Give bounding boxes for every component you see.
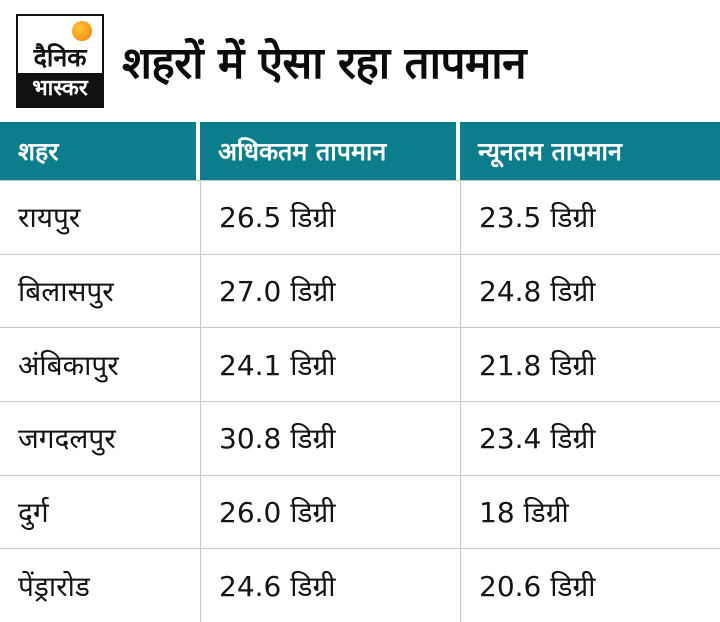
table-body: रायपुर 26.5 डिग्री 23.5 डिग्री बिलासपुर 27.0…: [0, 180, 720, 622]
city-cell: बिलासपुर: [0, 253, 200, 328]
table-header-row: शहर अधिकतम तापमान न्यूनतम तापमान: [0, 122, 720, 180]
max-temp-cell: 24.1 डिग्री: [200, 327, 460, 402]
logo-text-bhaskar: भास्कर: [18, 72, 102, 106]
max-temp-cell: 26.0 डिग्री: [200, 474, 460, 549]
masthead: दैनिक भास्कर शहरों में ऐसा रहा तापमान: [0, 0, 720, 122]
min-temp-cell: 18 डिग्री: [460, 474, 720, 549]
city-cell: रायपुर: [0, 180, 200, 254]
city-cell: अंबिकापुर: [0, 327, 200, 402]
page-title: शहरों में ऐसा रहा तापमान: [122, 38, 527, 89]
logo-top: दैनिक: [18, 16, 102, 73]
table-row: अंबिकापुर 24.1 डिग्री 21.8 डिग्री: [0, 327, 720, 402]
min-temp-cell: 20.6 डिग्री: [460, 548, 720, 622]
sun-icon: [72, 21, 92, 41]
min-temp-cell: 23.4 डिग्री: [460, 401, 720, 475]
city-cell: दुर्ग: [0, 474, 200, 549]
logo-text-dainik: दैनिक: [33, 42, 87, 72]
max-temp-cell: 24.6 डिग्री: [200, 548, 460, 622]
city-cell: पेंड्रारोड: [0, 548, 200, 622]
column-header-2: न्यूनतम तापमान: [460, 122, 720, 180]
max-temp-cell: 26.5 डिग्री: [200, 180, 460, 254]
table-row: रायपुर 26.5 डिग्री 23.5 डिग्री: [0, 180, 720, 254]
column-header-1: अधिकतम तापमान: [200, 122, 460, 180]
max-temp-cell: 30.8 डिग्री: [200, 401, 460, 475]
table-row: पेंड्रारोड 24.6 डिग्री 20.6 डिग्री: [0, 548, 720, 622]
min-temp-cell: 21.8 डिग्री: [460, 327, 720, 402]
table-row: बिलासपुर 27.0 डिग्री 24.8 डिग्री: [0, 253, 720, 328]
table-row: दुर्ग 26.0 डिग्री 18 डिग्री: [0, 474, 720, 549]
table-row: जगदलपुर 30.8 डिग्री 23.4 डिग्री: [0, 401, 720, 475]
min-temp-cell: 24.8 डिग्री: [460, 253, 720, 328]
max-temp-cell: 27.0 डिग्री: [200, 253, 460, 328]
temperature-table: शहर अधिकतम तापमान न्यूनतम तापमान रायपुर 26.…: [0, 122, 720, 622]
dainik-bhaskar-logo: दैनिक भास्कर: [16, 14, 104, 108]
city-cell: जगदलपुर: [0, 401, 200, 475]
column-header-0: शहर: [0, 122, 200, 180]
min-temp-cell: 23.5 डिग्री: [460, 180, 720, 254]
